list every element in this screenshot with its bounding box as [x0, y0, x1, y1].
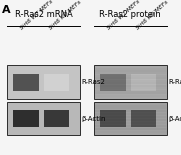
Bar: [44, 110, 69, 127]
Bar: [13, 74, 39, 91]
Bar: [131, 74, 156, 91]
FancyBboxPatch shape: [7, 102, 80, 135]
Text: R-Ras2: R-Ras2: [168, 79, 181, 85]
Text: R-Ras2 mRNA: R-Ras2 mRNA: [14, 10, 72, 19]
Text: Sirt6 KO MEFs: Sirt6 KO MEFs: [49, 0, 83, 31]
Bar: [44, 74, 69, 91]
Text: Sirt6 WT MEFs: Sirt6 WT MEFs: [107, 0, 141, 31]
FancyBboxPatch shape: [7, 65, 80, 99]
Bar: [100, 74, 126, 91]
Bar: [13, 110, 39, 127]
Text: β-Actin: β-Actin: [81, 116, 106, 122]
Text: A: A: [2, 5, 10, 15]
Text: R-Ras2: R-Ras2: [81, 79, 105, 85]
Text: β-Actin: β-Actin: [168, 116, 181, 122]
Text: Sirt6 KO MEFs: Sirt6 KO MEFs: [136, 0, 170, 31]
Bar: [131, 110, 156, 127]
Bar: [100, 110, 126, 127]
Text: R-Ras2 protein: R-Ras2 protein: [99, 10, 161, 19]
Text: Sirt6 WT MEFs: Sirt6 WT MEFs: [20, 0, 54, 31]
FancyBboxPatch shape: [94, 65, 167, 99]
FancyBboxPatch shape: [94, 102, 167, 135]
